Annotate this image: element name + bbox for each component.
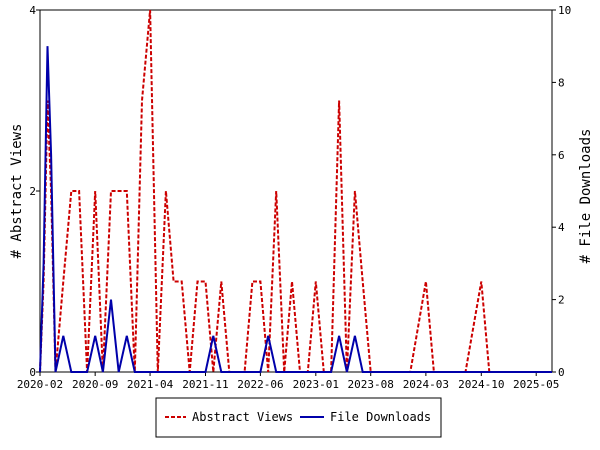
right-axis-tick-label: 8 bbox=[558, 76, 565, 89]
x-axis-tick-label: 2021-11 bbox=[182, 378, 228, 391]
legend-label-abstract-views: Abstract Views bbox=[192, 410, 293, 424]
right-axis-tick-label: 2 bbox=[558, 294, 565, 307]
series-layer bbox=[39, 9, 552, 373]
left-axis-tick-label: 2 bbox=[29, 185, 36, 198]
x-axis-tick-label: 2020-09 bbox=[72, 378, 118, 391]
x-axis-tick-label: 2025-05 bbox=[513, 378, 559, 391]
left-axis-tick-label: 4 bbox=[29, 4, 36, 17]
series-line-file-downloads bbox=[39, 46, 552, 373]
right-axis-tick-label: 0 bbox=[558, 366, 565, 379]
legend-label-file-downloads: File Downloads bbox=[330, 410, 431, 424]
x-axis-tick-label: 2024-10 bbox=[458, 378, 504, 391]
left-axis-ticks: 0 2 4 bbox=[29, 4, 40, 379]
right-axis-tick-label: 6 bbox=[558, 149, 565, 162]
right-axis-title: # File Downloads bbox=[578, 129, 594, 264]
right-axis-tick-label: 4 bbox=[558, 221, 565, 234]
left-axis-title: # Abstract Views bbox=[9, 124, 25, 259]
x-axis-tick-label: 2020-02 bbox=[17, 378, 63, 391]
right-axis-ticks: 0 2 4 6 8 10 bbox=[552, 4, 571, 379]
x-axis-tick-label: 2024-03 bbox=[403, 378, 449, 391]
legend-box bbox=[155, 397, 442, 438]
x-axis-ticks: 2020-02 2020-09 2021-04 2021-11 2022-06 2023-… bbox=[17, 372, 559, 391]
x-axis-tick-label: 2021-04 bbox=[127, 378, 174, 391]
legend: Abstract Views File Downloads bbox=[155, 397, 442, 438]
x-axis-tick-label: 2023-01 bbox=[293, 378, 339, 391]
x-axis-tick-label: 2022-06 bbox=[237, 378, 283, 391]
right-axis-tick-label: 10 bbox=[558, 4, 571, 17]
x-axis-tick-label: 2023-08 bbox=[348, 378, 394, 391]
left-axis-tick-label: 0 bbox=[29, 366, 36, 379]
